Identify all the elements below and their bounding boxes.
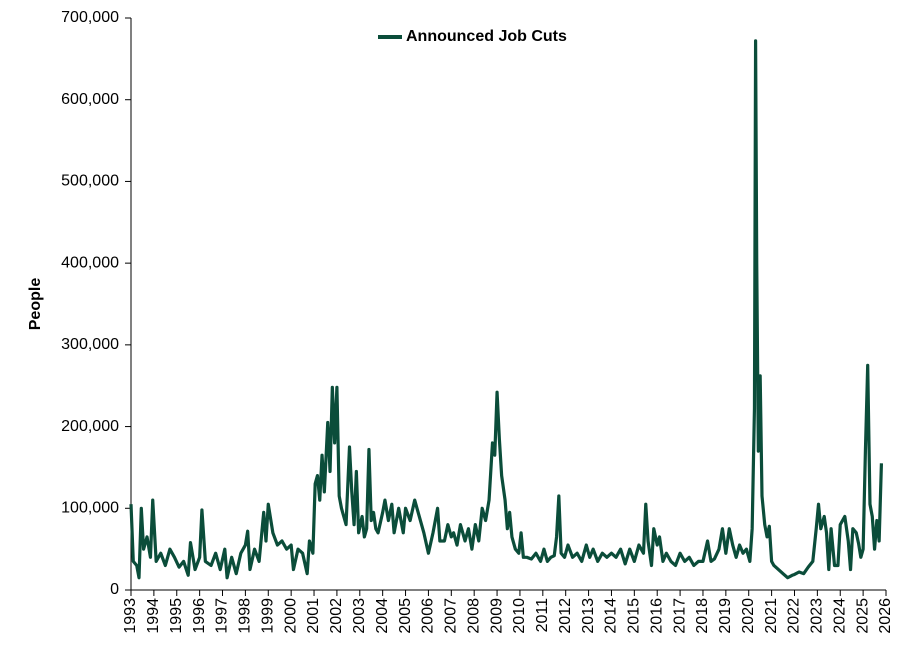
x-tick-label: 1995 (168, 598, 185, 634)
x-tick-label: 2002 (328, 598, 345, 634)
x-tick-label: 2000 (282, 598, 299, 634)
x-tick-label: 2008 (465, 598, 482, 634)
x-tick-label: 2003 (351, 598, 368, 634)
x-tick-label: 2014 (603, 598, 620, 634)
x-tick-label: 1997 (214, 598, 231, 634)
y-tick-label: 0 (110, 581, 119, 598)
x-tick-label: 2019 (717, 598, 734, 634)
x-tick-label: 2017 (671, 598, 688, 634)
y-tick-label: 200,000 (61, 418, 119, 435)
x-tick-label: 2009 (488, 598, 505, 634)
x-tick-label: 2004 (374, 598, 391, 634)
y-tick-label: 600,000 (61, 91, 119, 108)
y-tick-label: 100,000 (61, 500, 119, 517)
x-tick-label: 2018 (694, 598, 711, 634)
x-tick-label: 2026 (877, 598, 894, 634)
x-tick-label: 2005 (397, 598, 414, 634)
x-tick-label: 2024 (831, 598, 848, 634)
x-tick-label: 1994 (145, 598, 162, 634)
x-tick-label: 2015 (626, 598, 643, 634)
x-tick-label: 2013 (580, 598, 597, 634)
x-tick-label: 2006 (420, 598, 437, 634)
x-tick-label: 2007 (443, 598, 460, 634)
x-tick-label: 2016 (648, 598, 665, 634)
x-tick-label: 1996 (191, 598, 208, 634)
x-tick-label: 2023 (809, 598, 826, 634)
data-line (129, 39, 884, 580)
y-tick-label: 400,000 (61, 254, 119, 271)
y-tick-label: 700,000 (61, 9, 119, 26)
y-tick-label: 300,000 (61, 336, 119, 353)
x-tick-label: 2012 (557, 598, 574, 634)
y-axis-label: People (27, 278, 44, 331)
y-tick-label: 500,000 (61, 173, 119, 190)
x-tick-label: 1993 (122, 598, 139, 634)
x-tick-label: 2010 (511, 598, 528, 634)
x-tick-label: 2011 (534, 598, 551, 633)
x-tick-label: 2022 (786, 598, 803, 634)
x-tick-label: 2021 (763, 598, 780, 634)
x-tick-label: 1999 (259, 598, 276, 634)
x-tick-label: 2020 (740, 598, 757, 634)
x-tick-label: 2001 (305, 598, 322, 634)
x-tick-label: 1998 (237, 598, 254, 634)
x-tick-label: 2025 (854, 598, 871, 634)
legend-label: Announced Job Cuts (406, 28, 567, 45)
